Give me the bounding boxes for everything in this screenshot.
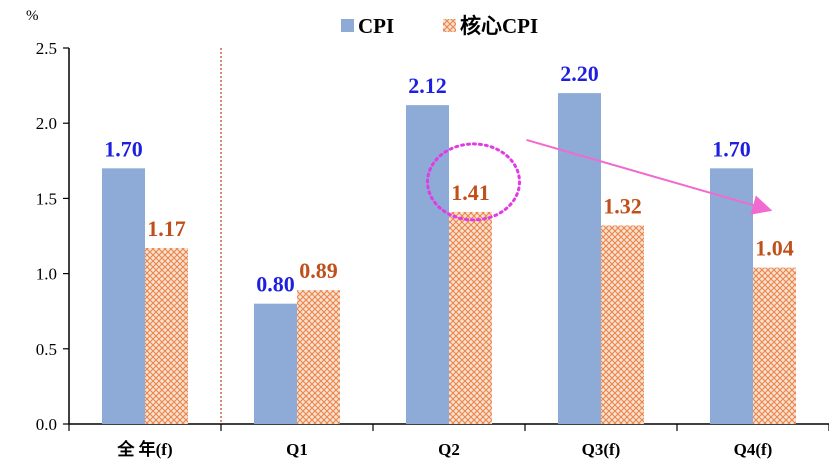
x-category-label: Q2 xyxy=(438,440,460,459)
trend-arrow xyxy=(526,138,773,215)
data-label-cpi: 2.20 xyxy=(560,61,599,86)
data-label-core-cpi: 1.04 xyxy=(755,236,794,261)
y-tick-label: 2.0 xyxy=(36,114,57,133)
legend-swatch-core-cpi xyxy=(443,19,456,32)
data-labels: 1.70 1.17 0.800.89 2.12 1.41 2.20 1.32 1.70 1.04 xyxy=(104,61,794,297)
data-label-cpi: 2.12 xyxy=(408,73,447,98)
bar-cpi xyxy=(102,168,145,424)
legend-swatch-cpi xyxy=(341,19,354,32)
data-label-cpi: 1.70 xyxy=(104,136,143,161)
x-category-label: 全 年(f) xyxy=(116,439,172,459)
x-category-label: Q3(f) xyxy=(582,440,621,459)
data-label-core-cpi: 1.41 xyxy=(451,180,490,205)
bar-cpi xyxy=(254,303,297,424)
x-category-label: Q1 xyxy=(286,440,308,459)
bar-cpi xyxy=(406,105,449,424)
bar-core-cpi xyxy=(753,267,796,424)
bar-cpi xyxy=(710,168,753,424)
axes: 0.0 0.5 1.0 1.5 2.0 2.5 全 年(f) Q1 Q2 Q3(f) Q4(f) xyxy=(36,39,829,459)
legend-label-core-cpi: 核心CPI xyxy=(460,14,538,38)
data-label-core-cpi: 1.32 xyxy=(603,193,642,218)
x-category-label: Q4(f) xyxy=(734,440,773,459)
y-tick-label: 1.5 xyxy=(36,189,57,208)
y-tick-label: 2.5 xyxy=(36,39,57,58)
annotations xyxy=(426,138,773,222)
data-label-core-cpi: 1.17 xyxy=(147,216,186,241)
y-tick-label: 0.0 xyxy=(36,415,57,434)
y-tick-label: 0.5 xyxy=(36,340,57,359)
bar-core-cpi xyxy=(145,248,188,424)
y-unit-label: % xyxy=(26,8,39,24)
legend: CPI 核心CPI xyxy=(341,14,538,38)
highlight-circle xyxy=(426,142,521,222)
y-tick-label: 1.0 xyxy=(36,265,57,284)
bar-core-cpi xyxy=(297,290,340,424)
bar-core-cpi xyxy=(601,225,644,424)
bar-cpi xyxy=(558,93,601,425)
bar-core-cpi xyxy=(449,211,492,424)
data-label-cpi: 1.70 xyxy=(712,136,751,161)
bars xyxy=(102,93,796,425)
legend-label-cpi: CPI xyxy=(358,14,394,38)
data-label-core-cpi: 0.89 xyxy=(299,258,338,283)
data-label-cpi: 0.80 xyxy=(256,272,295,297)
